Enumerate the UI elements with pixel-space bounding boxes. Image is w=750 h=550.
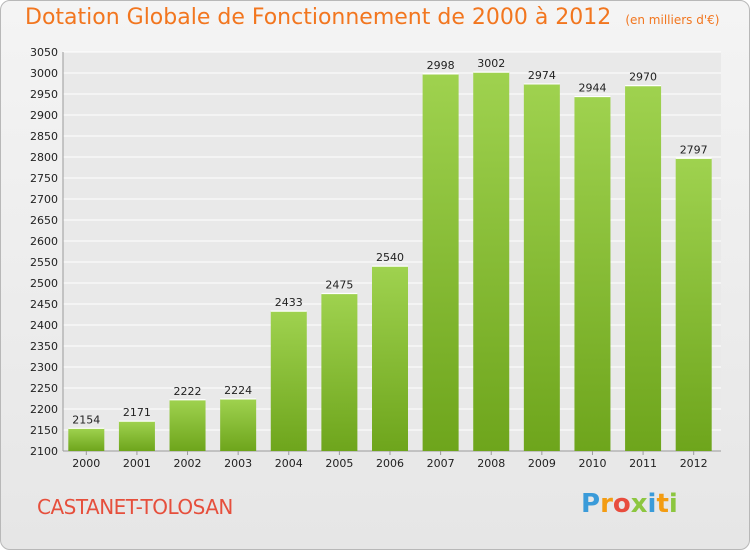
bar — [372, 266, 408, 451]
city-name: CASTANET-TOLOSAN — [37, 495, 233, 519]
logo-letter: i — [668, 489, 678, 519]
bar-value-label: 2171 — [123, 406, 151, 419]
bar-value-label: 2222 — [174, 385, 202, 398]
y-tick-label: 2150 — [30, 424, 58, 437]
bar — [523, 83, 560, 452]
y-tick-label: 2350 — [30, 340, 58, 353]
y-tick-label: 2200 — [30, 403, 58, 416]
x-tick-label: 2008 — [477, 457, 505, 470]
bar — [675, 158, 712, 451]
y-tick-label: 2850 — [30, 130, 58, 143]
chart-title: Dotation Globale de Fonctionnement de 20… — [25, 5, 719, 30]
bar — [422, 73, 459, 451]
y-tick-label: 2250 — [30, 382, 58, 395]
x-tick-label: 2009 — [528, 457, 556, 470]
proxiti-logo: Proxiti — [581, 489, 678, 519]
y-tick-label: 2700 — [30, 193, 58, 206]
bar — [220, 398, 257, 451]
bar — [68, 428, 105, 451]
bar-value-label: 2154 — [72, 413, 100, 426]
logo-letter: r — [600, 489, 613, 519]
y-tick-label: 2650 — [30, 214, 58, 227]
bar-value-label: 2970 — [629, 71, 657, 84]
bar-value-label: 2797 — [680, 143, 708, 156]
y-tick-label: 2750 — [30, 172, 58, 185]
bar-value-label: 2998 — [427, 59, 455, 72]
chart-unit-note: (en milliers d'€) — [625, 13, 720, 27]
logo-letter: i — [647, 489, 657, 519]
logo-letter: t — [656, 489, 669, 519]
y-tick-label: 2100 — [30, 445, 58, 458]
bar — [625, 85, 662, 451]
x-tick-label: 2012 — [680, 457, 708, 470]
y-tick-label: 2450 — [30, 298, 58, 311]
bar — [169, 399, 206, 451]
y-tick-label: 2950 — [30, 88, 58, 101]
x-tick-label: 2006 — [376, 457, 404, 470]
x-tick-label: 2007 — [427, 457, 455, 470]
logo-letter: o — [612, 489, 631, 519]
x-tick-label: 2001 — [123, 457, 151, 470]
y-tick-label: 2500 — [30, 277, 58, 290]
x-tick-label: 2002 — [174, 457, 202, 470]
bar-value-label: 2944 — [578, 82, 606, 95]
x-tick-label: 2005 — [325, 457, 353, 470]
x-tick-label: 2003 — [224, 457, 252, 470]
bar — [574, 96, 611, 452]
bar — [321, 293, 358, 451]
y-tick-label: 3050 — [30, 46, 58, 59]
y-tick-label: 2550 — [30, 256, 58, 269]
logo-letter: P — [581, 489, 601, 519]
bar — [118, 421, 155, 451]
bar-value-label: 2974 — [528, 69, 556, 82]
y-tick-label: 2300 — [30, 361, 58, 374]
y-tick-label: 2900 — [30, 109, 58, 122]
bar-value-label: 2475 — [325, 279, 353, 292]
bar-value-label: 3002 — [477, 57, 505, 70]
bar — [473, 72, 510, 451]
x-tick-label: 2004 — [275, 457, 303, 470]
bar — [270, 311, 307, 451]
chart-title-text: Dotation Globale de Fonctionnement de 20… — [25, 5, 612, 30]
x-tick-label: 2010 — [578, 457, 606, 470]
bar-value-label: 2224 — [224, 384, 252, 397]
y-tick-label: 3000 — [30, 67, 58, 80]
y-tick-label: 2400 — [30, 319, 58, 332]
bar-value-label: 2433 — [275, 296, 303, 309]
x-tick-label: 2000 — [72, 457, 100, 470]
bar-value-label: 2540 — [376, 251, 404, 264]
y-tick-label: 2800 — [30, 151, 58, 164]
x-tick-label: 2011 — [629, 457, 657, 470]
logo-letter: x — [630, 489, 648, 519]
y-tick-label: 2600 — [30, 235, 58, 248]
